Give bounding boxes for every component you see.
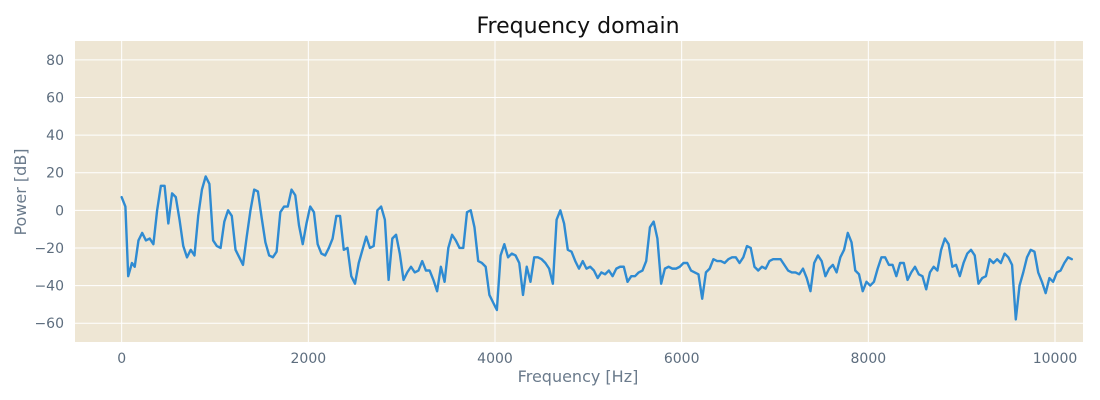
series-layer — [120, 175, 1074, 321]
y-tick-label: 0 — [55, 203, 64, 219]
x-tick-label: 4000 — [477, 351, 513, 367]
x-tick-label: 10000 — [1033, 351, 1078, 367]
y-axis-label: Power [dB] — [11, 148, 30, 235]
grid-layer — [75, 41, 1083, 342]
y-tick-label: 80 — [46, 53, 64, 69]
x-axis-label: Frequency [Hz] — [518, 367, 639, 386]
x-tick-label: 0 — [117, 351, 126, 367]
tick-layer: 0 2000 4000 6000 8000 10000 −60 −40 −20 0 20 40 60 80 — [34, 53, 1077, 367]
x-tick-label: 8000 — [851, 351, 887, 367]
y-tick-label: 40 — [46, 128, 64, 144]
y-tick-label: −40 — [34, 279, 64, 295]
power-spectrum-line — [120, 175, 1074, 321]
y-tick-label: 60 — [46, 90, 64, 106]
plot-area-layer — [75, 41, 1083, 342]
y-tick-label: −60 — [34, 316, 64, 332]
y-tick-label: −20 — [34, 241, 64, 257]
plot-area — [75, 41, 1083, 342]
x-tick-label: 2000 — [291, 351, 327, 367]
chart-title: Frequency domain — [476, 14, 679, 39]
x-tick-label: 6000 — [664, 351, 700, 367]
y-tick-label: 20 — [46, 166, 64, 182]
